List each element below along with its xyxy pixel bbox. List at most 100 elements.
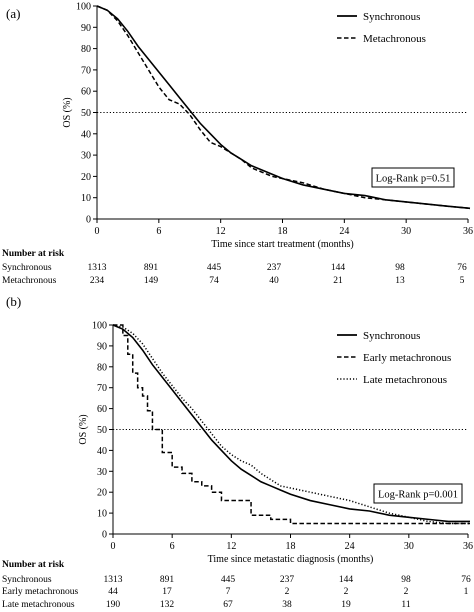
risk-cell: 1	[464, 587, 469, 597]
log-rank-box	[371, 167, 455, 188]
x-tick-label: 30	[404, 541, 414, 552]
log-rank-annotation: Log-Rank p=0.51	[376, 174, 451, 185]
risk-cell: 38	[282, 600, 292, 610]
risk-cell: 2	[404, 587, 409, 597]
series-line-synchronous	[112, 324, 470, 523]
y-tick-label: 0	[86, 215, 91, 226]
series-line-metachronous	[96, 5, 471, 210]
risk-cell: 445	[207, 263, 222, 273]
y-axis-label: OS (%)	[78, 414, 89, 444]
risk-cell: 190	[106, 600, 121, 610]
legend-label: Synchronous	[363, 11, 420, 23]
risk-row-label: Metachronous	[2, 276, 57, 286]
series-line-late-metachronous	[112, 324, 470, 525]
x-tick-label: 36	[463, 541, 473, 552]
y-tick-label: 50	[81, 108, 91, 119]
y-tick-label: 100	[76, 2, 91, 13]
panel-label: (a)	[6, 6, 20, 21]
risk-cell: 11	[401, 600, 410, 610]
x-tick-label: 12	[226, 541, 236, 552]
y-tick-label: 20	[81, 172, 91, 183]
risk-cell: 2	[344, 587, 349, 597]
risk-cell: 5	[460, 276, 465, 286]
x-tick-label: 0	[95, 226, 100, 237]
x-tick-label: 30	[401, 226, 411, 237]
y-tick-label: 40	[81, 129, 91, 140]
risk-cell: 237	[267, 263, 282, 273]
panel-label: (b)	[6, 294, 21, 309]
legend-label: Late metachronous	[363, 374, 447, 386]
risk-cell: 21	[333, 276, 343, 286]
risk-table: Number at risk Synchronous 1313 891 445 237 14…	[2, 249, 467, 286]
x-axis-label: Time since start treatment (months)	[211, 239, 353, 250]
risk-cell: 149	[144, 276, 159, 286]
risk-cell: 40	[269, 276, 279, 286]
x-tick-label: 18	[278, 226, 288, 237]
risk-cell: 144	[331, 263, 346, 273]
x-tick-label: 18	[286, 541, 296, 552]
risk-cell: 1313	[88, 263, 107, 273]
x-tick-label: 6	[170, 541, 175, 552]
risk-cell: 98	[401, 575, 411, 585]
risk-cell: 891	[144, 263, 159, 273]
risk-cell: 445	[221, 575, 236, 585]
x-tick-label: 24	[345, 541, 355, 552]
risk-cell: 76	[461, 575, 471, 585]
risk-cell: 13	[395, 276, 405, 286]
risk-cell: 891	[160, 575, 175, 585]
y-tick-label: 0	[102, 530, 107, 541]
y-tick-label: 60	[81, 87, 91, 98]
risk-row-label: Synchronous	[2, 575, 52, 585]
risk-cell: 2	[285, 587, 290, 597]
legend-label: Synchronous	[363, 330, 420, 342]
y-tick-label: 100	[92, 321, 107, 332]
y-tick-label: 30	[81, 151, 91, 162]
panel-a: (a) 0 10 20 30 40 50 60 70 80 90 100 0 6 12 18 24 30 36 OS …	[2, 2, 473, 287]
x-tick-label: 24	[339, 226, 349, 237]
risk-cell: 74	[209, 276, 219, 286]
y-tick-label: 30	[97, 467, 107, 478]
y-tick-label: 80	[97, 362, 107, 373]
risk-row-label: Early metachronous	[2, 587, 79, 597]
legend: Synchronous Early metachronous Late metach…	[337, 330, 451, 386]
risk-cell: 67	[223, 600, 233, 610]
x-tick-label: 6	[156, 226, 161, 237]
x-tick-label: 0	[111, 541, 116, 552]
legend: Synchronous Metachronous	[337, 11, 426, 45]
y-tick-label: 10	[97, 509, 107, 520]
risk-cell: 44	[108, 587, 118, 597]
risk-cell: 17	[162, 587, 172, 597]
legend-label: Early metachronous	[363, 352, 451, 364]
risk-cell: 234	[90, 276, 105, 286]
y-tick-label: 10	[81, 193, 91, 204]
series-line-early-metachronous	[113, 324, 470, 525]
risk-cell: 7	[226, 587, 231, 597]
y-tick-label: 40	[97, 446, 107, 457]
risk-table-title: Number at risk	[2, 249, 65, 259]
risk-cell: 19	[341, 600, 351, 610]
y-tick-label: 50	[97, 425, 107, 436]
y-tick-label: 20	[97, 488, 107, 499]
y-tick-label: 80	[81, 44, 91, 55]
risk-cell: 76	[457, 263, 467, 273]
risk-row-label: Synchronous	[2, 263, 52, 273]
risk-cell: 237	[280, 575, 295, 585]
y-tick-label: 60	[97, 404, 107, 415]
y-tick-label: 90	[81, 23, 91, 34]
risk-table-title: Number at risk	[2, 560, 65, 570]
x-tick-label: 12	[216, 226, 226, 237]
legend-label: Metachronous	[363, 33, 426, 45]
risk-cell: 98	[395, 263, 405, 273]
x-axis-label: Time since metastatic diagnosis (months)	[208, 554, 374, 565]
risk-row-label: Late metachronous	[2, 600, 75, 610]
y-tick-label: 70	[81, 65, 91, 76]
y-axis-label: OS (%)	[62, 97, 73, 127]
risk-cell: 1313	[104, 575, 123, 585]
log-rank-annotation: Log-Rank p=0.001	[378, 490, 458, 501]
y-tick-label: 90	[97, 341, 107, 352]
log-rank-box	[373, 483, 463, 504]
risk-cell: 132	[160, 600, 175, 610]
risk-cell: 144	[339, 575, 354, 585]
